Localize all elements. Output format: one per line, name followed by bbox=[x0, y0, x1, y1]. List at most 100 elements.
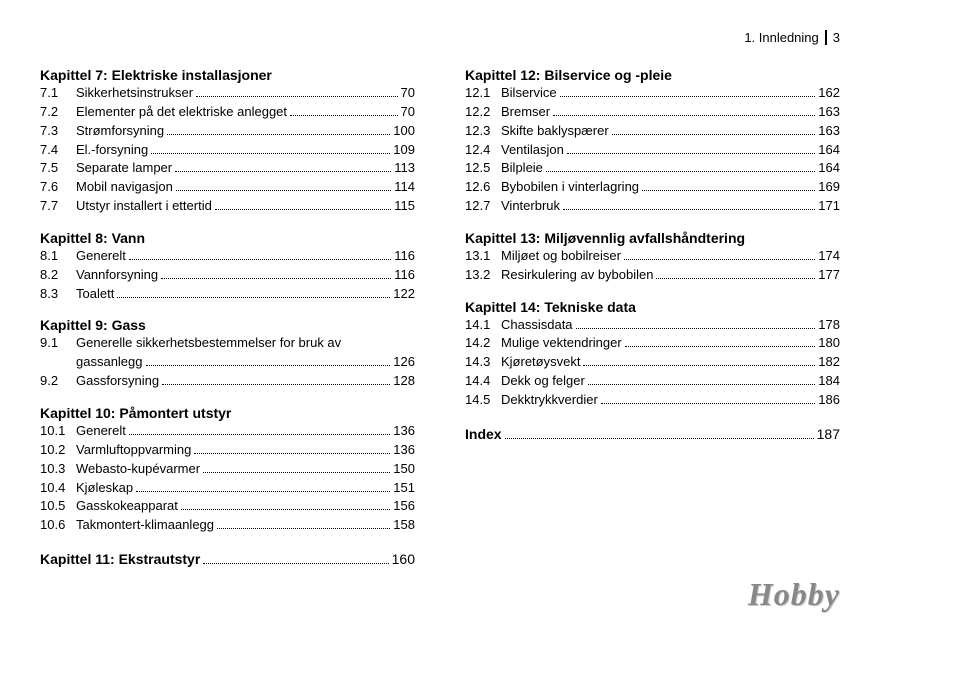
toc-entry-num: 10.1 bbox=[40, 422, 76, 441]
toc-dots bbox=[612, 134, 816, 135]
toc-entry: 14.4Dekk og felger184 bbox=[465, 372, 840, 391]
toc-entry-label: Index bbox=[465, 424, 502, 444]
toc-entry-label: Bilservice bbox=[501, 84, 557, 103]
toc-entry-page: 184 bbox=[818, 372, 840, 391]
toc-dots bbox=[290, 115, 398, 116]
toc-entry-page: 116 bbox=[394, 247, 415, 266]
toc-entry-page: 163 bbox=[818, 122, 840, 141]
toc-entry-label: Webasto-kupévarmer bbox=[76, 460, 200, 479]
toc-entry-page: 109 bbox=[393, 141, 415, 160]
toc-dots bbox=[146, 365, 391, 366]
toc-entry-num: 7.5 bbox=[40, 159, 76, 178]
toc-entry-label: Mobil navigasjon bbox=[76, 178, 173, 197]
toc-entry-label: Toalett bbox=[76, 285, 114, 304]
toc-entry-num: 14.4 bbox=[465, 372, 501, 391]
toc-entry-page: 100 bbox=[393, 122, 415, 141]
toc-entry-num: 12.3 bbox=[465, 122, 501, 141]
toc-entry-label: Dekktrykkverdier bbox=[501, 391, 598, 410]
toc-entry-num: 9.2 bbox=[40, 372, 76, 391]
toc-dots bbox=[505, 438, 814, 439]
toc-entry-num: 13.1 bbox=[465, 247, 501, 266]
toc-chapter-title: Kapittel 10: Påmontert utstyr bbox=[40, 405, 415, 421]
toc-entry-label: Generelle sikkerhetsbestemmelser for bru… bbox=[76, 334, 341, 353]
toc-entry-label: Gasskokeapparat bbox=[76, 497, 178, 516]
toc-dots bbox=[161, 278, 391, 279]
page-header: 1. Innledning3 bbox=[40, 30, 840, 45]
toc-chapter-title: Kapittel 9: Gass bbox=[40, 317, 415, 333]
toc-entry-num: 10.6 bbox=[40, 516, 76, 535]
toc-entry-num: 14.5 bbox=[465, 391, 501, 410]
toc-dots bbox=[176, 190, 391, 191]
toc-entry-label: Resirkulering av bybobilen bbox=[501, 266, 653, 285]
toc-entry: 7.7Utstyr installert i ettertid115 bbox=[40, 197, 415, 216]
toc-dots bbox=[162, 384, 390, 385]
toc-entry: 10.5Gasskokeapparat156 bbox=[40, 497, 415, 516]
toc-entry-num: 7.4 bbox=[40, 141, 76, 160]
toc-entry-label: Bremser bbox=[501, 103, 550, 122]
toc-entry-label: Skifte baklyspærer bbox=[501, 122, 609, 141]
toc-dots bbox=[546, 171, 815, 172]
toc-entry: 10.1Generelt136 bbox=[40, 422, 415, 441]
toc-entry-num: 10.3 bbox=[40, 460, 76, 479]
toc-dots bbox=[553, 115, 815, 116]
toc-entry-label: Sikkerhetsinstrukser bbox=[76, 84, 193, 103]
toc-entry-page: 128 bbox=[393, 372, 415, 391]
toc-entry: 7.2Elementer på det elektriske anlegget7… bbox=[40, 103, 415, 122]
toc-entry-page: 174 bbox=[818, 247, 840, 266]
toc-entry-num: 8.3 bbox=[40, 285, 76, 304]
toc-chapter-title: Kapittel 14: Tekniske data bbox=[465, 299, 840, 315]
toc-entry-num: 12.2 bbox=[465, 103, 501, 122]
toc-dots bbox=[203, 563, 388, 564]
toc-entry: 8.3Toalett122 bbox=[40, 285, 415, 304]
toc-entry-num: 12.5 bbox=[465, 159, 501, 178]
toc-entry: 10.4Kjøleskap151 bbox=[40, 479, 415, 498]
toc-entry-page: 158 bbox=[393, 516, 415, 535]
toc-entry-label: Generelt bbox=[76, 247, 126, 266]
toc-entry: 10.2Varmluftoppvarming136 bbox=[40, 441, 415, 460]
toc-dots bbox=[625, 346, 816, 347]
toc-entry-page: 187 bbox=[817, 424, 840, 444]
toc-dots bbox=[656, 278, 815, 279]
toc-dots bbox=[583, 365, 815, 366]
toc-entry-label: Utstyr installert i ettertid bbox=[76, 197, 212, 216]
toc-entry-label: Vinterbruk bbox=[501, 197, 560, 216]
toc-entry-num: 12.6 bbox=[465, 178, 501, 197]
toc-entry: 12.3Skifte baklyspærer 163 bbox=[465, 122, 840, 141]
toc-entry-label: Strømforsyning bbox=[76, 122, 164, 141]
toc-dots bbox=[181, 509, 390, 510]
toc-dots bbox=[563, 209, 815, 210]
toc-dots bbox=[203, 472, 390, 473]
toc-dots bbox=[151, 153, 390, 154]
toc-entry-page: 164 bbox=[818, 141, 840, 160]
toc-entry-label: Gassforsyning bbox=[76, 372, 159, 391]
toc-dots bbox=[175, 171, 391, 172]
toc-entry-num: 8.2 bbox=[40, 266, 76, 285]
toc-entry-label: El.-forsyning bbox=[76, 141, 148, 160]
toc-entry-num: 10.5 bbox=[40, 497, 76, 516]
toc-entry-label: Kjøretøysvekt bbox=[501, 353, 580, 372]
toc-dots bbox=[624, 259, 815, 260]
toc-entry: 13.2Resirkulering av bybobilen177 bbox=[465, 266, 840, 285]
toc-entry-page: 177 bbox=[818, 266, 840, 285]
toc-entry: 7.6Mobil navigasjon114 bbox=[40, 178, 415, 197]
toc-entry-page: 169 bbox=[818, 178, 840, 197]
toc-entry: 13.1Miljøet og bobilreiser174 bbox=[465, 247, 840, 266]
toc-entry: 14.3Kjøretøysvekt182 bbox=[465, 353, 840, 372]
hobby-logo: Hobby bbox=[748, 576, 840, 613]
toc-entry-label: Generelt bbox=[76, 422, 126, 441]
toc-entry-num: 12.7 bbox=[465, 197, 501, 216]
toc-chapter-title: Kapittel 12: Bilservice og -pleie bbox=[465, 67, 840, 83]
toc-entry-page: 163 bbox=[818, 103, 840, 122]
toc-entry-label: Takmontert-klimaanlegg bbox=[76, 516, 214, 535]
toc-dots bbox=[215, 209, 391, 210]
toc-entry: 7.4El.-forsyning 109 bbox=[40, 141, 415, 160]
toc-entry: 7.5Separate lamper113 bbox=[40, 159, 415, 178]
toc-entry-label: Vannforsyning bbox=[76, 266, 158, 285]
toc-chapter-title: Kapittel 7: Elektriske installasjoner bbox=[40, 67, 415, 83]
toc-entry-num: 7.3 bbox=[40, 122, 76, 141]
toc-entry: 14.2Mulige vektendringer180 bbox=[465, 334, 840, 353]
toc-entry: 8.1Generelt116 bbox=[40, 247, 415, 266]
toc-entry-num: 10.2 bbox=[40, 441, 76, 460]
toc-entry-label: Ventilasjon bbox=[501, 141, 564, 160]
toc-entry-label: Chassisdata bbox=[501, 316, 573, 335]
